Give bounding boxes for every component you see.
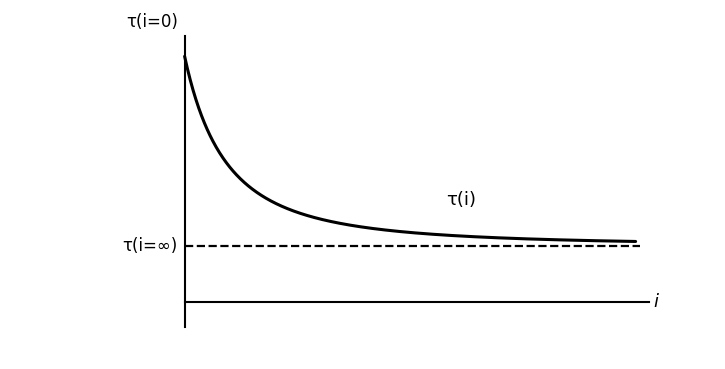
Text: i: i xyxy=(653,293,658,311)
Text: τ(i=∞): τ(i=∞) xyxy=(123,237,178,255)
Text: τ(i): τ(i) xyxy=(446,191,476,209)
Text: τ(i=0): τ(i=0) xyxy=(126,13,178,31)
